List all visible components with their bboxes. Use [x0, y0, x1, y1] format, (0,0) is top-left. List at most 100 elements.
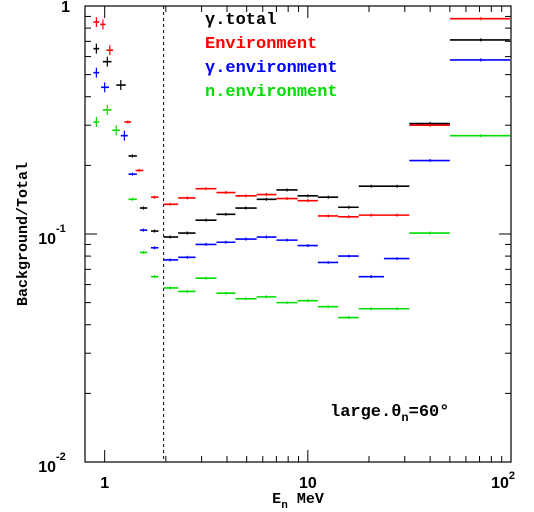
data-point	[276, 188, 298, 192]
data-point	[338, 205, 359, 209]
data-point	[317, 214, 339, 218]
data-point	[235, 194, 257, 198]
data-point	[100, 19, 106, 30]
data-point	[297, 299, 318, 303]
data-point	[102, 56, 112, 67]
data-point	[297, 244, 318, 248]
data-point	[449, 17, 510, 21]
x-tick-label: 10	[299, 475, 317, 492]
data-point	[358, 184, 384, 188]
data-point	[449, 134, 510, 138]
data-point	[93, 67, 100, 78]
data-point	[317, 260, 339, 264]
data-point	[235, 206, 257, 210]
data-point	[276, 238, 298, 242]
data-point	[358, 275, 384, 279]
plot-marks	[93, 6, 510, 462]
y-tick-label: 10-1	[38, 223, 66, 248]
series-2	[93, 17, 510, 219]
data-point	[106, 45, 114, 56]
data-point	[150, 229, 159, 233]
data-point	[139, 250, 148, 254]
x-tick-label-base: 10	[491, 475, 509, 492]
data-point	[235, 297, 257, 301]
data-point	[128, 172, 137, 176]
data-point	[178, 255, 196, 259]
legend: γ.total Environment γ.environment n.environ…	[205, 11, 338, 102]
data-point	[150, 275, 159, 279]
data-point	[163, 235, 179, 239]
data-point	[383, 307, 410, 311]
data-point	[409, 123, 450, 127]
series-1	[93, 38, 510, 239]
data-point	[358, 213, 384, 217]
data-point	[383, 184, 410, 188]
annotation-prefix: large.θ	[330, 403, 401, 422]
y-tick-label: 1	[61, 0, 70, 16]
data-point	[101, 82, 109, 93]
data-point	[195, 276, 217, 280]
x-tick-label: 1	[100, 475, 109, 492]
x-tick-label-base: 10	[299, 475, 317, 492]
data-point	[256, 295, 277, 299]
y-axis-title: Background/Total	[15, 162, 32, 306]
data-point	[128, 197, 137, 201]
data-point	[256, 193, 277, 197]
data-point	[163, 202, 179, 206]
x-tick-label-base: 1	[100, 475, 109, 492]
y-tick-label-exponent: -2	[56, 451, 66, 463]
data-point	[139, 228, 148, 232]
legend-entry: γ.total	[205, 11, 276, 30]
data-point	[195, 187, 217, 191]
y-tick-label-exponent: -1	[56, 223, 66, 235]
data-point	[178, 196, 196, 200]
data-point	[235, 237, 257, 241]
data-point	[135, 168, 144, 172]
data-point	[195, 242, 217, 246]
data-point	[409, 159, 450, 163]
data-point	[449, 38, 510, 42]
data-point	[297, 194, 318, 198]
data-point	[112, 125, 121, 136]
data-point	[317, 305, 339, 309]
data-point	[256, 197, 277, 201]
data-point	[338, 215, 359, 219]
data-point	[276, 301, 298, 305]
data-point	[120, 130, 128, 141]
data-point	[93, 17, 100, 28]
data-point	[139, 206, 148, 210]
x-tick-label-exponent: 2	[509, 470, 515, 482]
data-point	[195, 218, 217, 222]
data-point	[383, 213, 410, 217]
data-point	[297, 199, 318, 203]
data-point	[216, 212, 236, 216]
data-point	[216, 240, 236, 244]
data-point	[93, 43, 100, 54]
annotation-suffix: =60°	[409, 403, 450, 422]
x-axis-title-subscript: n	[281, 500, 288, 512]
y-tick-label: 10-2	[38, 451, 66, 476]
data-point	[276, 197, 298, 201]
x-axis-title-unit: MeV	[297, 491, 324, 508]
x-axis-title: En MeV	[272, 491, 324, 512]
y-tick-label-base: 10	[38, 231, 56, 248]
data-point	[216, 191, 236, 195]
y-tick-label-base: 10	[38, 459, 56, 476]
legend-entry: γ.environment	[205, 59, 338, 78]
data-point	[216, 291, 236, 295]
data-point	[93, 116, 100, 127]
data-point	[256, 235, 277, 239]
data-point	[150, 246, 159, 250]
annotation-label: large.θn=60°	[330, 403, 449, 425]
data-point	[128, 154, 137, 158]
data-point	[163, 258, 179, 262]
series-4	[93, 104, 510, 320]
legend-entry: Environment	[205, 35, 317, 54]
data-point	[178, 289, 196, 293]
data-point	[150, 195, 159, 199]
data-point	[383, 257, 410, 261]
data-point	[178, 231, 196, 235]
annotation-subscript: n	[401, 411, 408, 425]
